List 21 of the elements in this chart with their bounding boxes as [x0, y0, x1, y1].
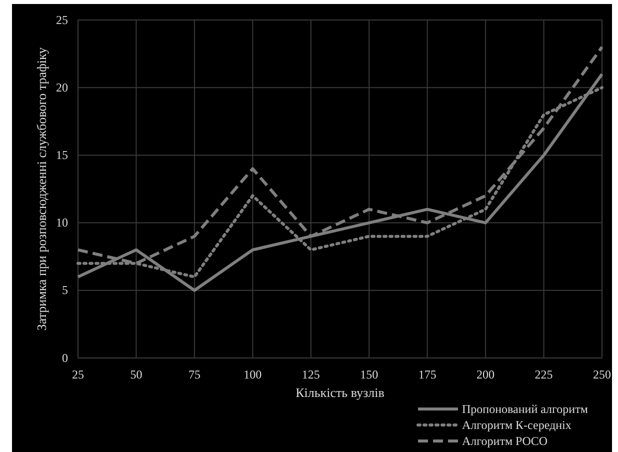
- x-tick-label: 125: [302, 368, 320, 382]
- y-tick-label: 20: [56, 80, 68, 94]
- y-tick-label: 0: [62, 350, 68, 365]
- x-tick-label: 225: [534, 368, 553, 382]
- x-tick-label: 100: [244, 368, 262, 382]
- y-tick-label: 15: [56, 148, 68, 162]
- y-axis-title: Затримка при розповсюдженні службового трафіку: [34, 46, 49, 331]
- legend-label: Алгоритм POCO: [462, 434, 548, 448]
- legend-label: Пропонований алгоритм: [462, 402, 588, 416]
- y-tick-label: 25: [56, 12, 68, 27]
- y-tick-label: 10: [56, 216, 68, 230]
- x-tick-label: 175: [418, 368, 436, 382]
- x-tick-label: 25: [72, 368, 84, 382]
- x-tick-label: 200: [476, 368, 495, 382]
- legend-label: Алгоритм К-середніх: [462, 418, 572, 432]
- x-tick-label: 150: [360, 368, 378, 382]
- x-tick-label: 75: [188, 368, 200, 382]
- x-tick-label: 250: [593, 368, 611, 382]
- x-axis-title: Кількість вузлів: [296, 385, 384, 400]
- x-tick-label: 50: [130, 368, 142, 382]
- y-tick-label: 5: [62, 283, 68, 298]
